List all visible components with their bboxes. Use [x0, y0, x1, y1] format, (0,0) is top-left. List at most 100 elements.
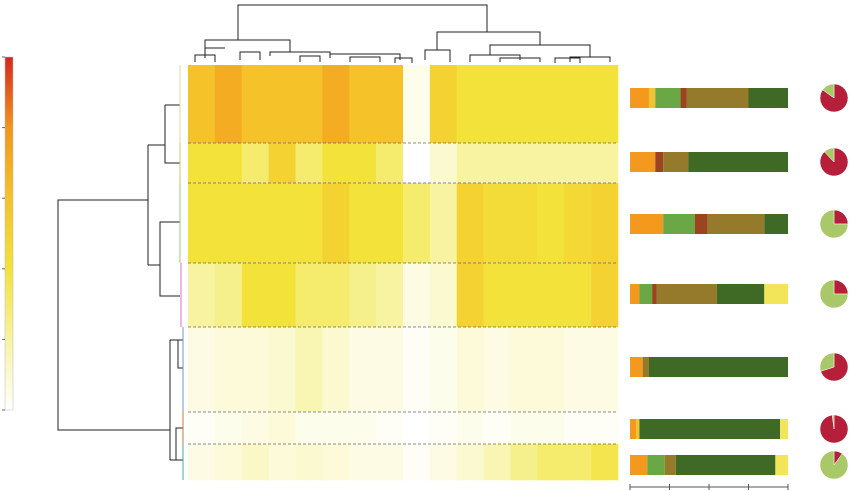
heatmap-cell: [295, 183, 323, 264]
heatmap-cell: [268, 327, 296, 413]
bar-segment: [775, 455, 788, 475]
heatmap-cell: [268, 143, 296, 184]
heatmap-cell: [322, 412, 350, 445]
heatmap-cell: [537, 263, 565, 328]
heatmap-cell: [268, 412, 296, 445]
heatmap-cell: [510, 65, 538, 144]
heatmap-cell: [376, 143, 404, 184]
heatmap-cell: [268, 65, 296, 144]
bar-segment: [686, 88, 749, 108]
heatmap-cell: [564, 183, 592, 264]
pie-slice: [833, 279, 849, 295]
bar-segment: [639, 284, 653, 304]
bar-segment: [642, 357, 649, 377]
heatmap-cell: [456, 327, 484, 413]
heatmap-cell: [537, 65, 565, 144]
heatmap-cell: [429, 183, 458, 264]
bar-segment: [707, 214, 765, 234]
heatmap-cell: [214, 65, 243, 144]
heatmap-cell: [456, 65, 484, 144]
bar-segment: [663, 214, 695, 234]
heatmap-cell: [429, 327, 458, 413]
bar-segment: [636, 419, 640, 439]
pie-slice: [831, 414, 835, 430]
heatmap-cell: [322, 65, 350, 144]
heatmap-cell: [591, 444, 619, 481]
heatmap-cell: [403, 327, 431, 413]
bar-segment: [680, 88, 687, 108]
heatmap-cell: [268, 444, 296, 481]
heatmap-cell: [376, 263, 404, 328]
heatmap-cell: [268, 263, 296, 328]
heatmap-cell: [188, 65, 216, 144]
bar-segment: [664, 455, 676, 475]
heatmap-cell: [510, 444, 538, 481]
heatmap-cell: [241, 183, 269, 264]
heatmap-cell: [241, 65, 269, 144]
bar-segment: [694, 214, 708, 234]
heatmap-cell: [295, 143, 323, 184]
heatmap-cell: [510, 327, 538, 413]
heatmap-cell: [429, 263, 458, 328]
heatmap-cell: [537, 183, 565, 264]
heatmap-cell: [483, 263, 511, 328]
heatmap-cell: [483, 412, 511, 445]
heatmap-cell: [510, 412, 538, 445]
heatmap-cell: [537, 412, 565, 445]
top-dendrogram: [194, 4, 611, 63]
heatmap-cell: [376, 183, 404, 264]
heatmap-cell: [537, 444, 565, 481]
heatmap-cell: [564, 444, 592, 481]
bar-segment: [630, 455, 648, 475]
heatmap-cell: [483, 183, 511, 264]
bar-segment: [688, 152, 788, 172]
heatmap-cell: [349, 183, 377, 264]
bar-segment: [656, 284, 717, 304]
left-dendrogram: [57, 104, 183, 461]
colorbar: [4, 56, 14, 411]
heatmap-cell: [591, 143, 619, 184]
heatmap-cell: [591, 263, 619, 328]
heatmap-cell: [322, 263, 350, 328]
heatmap-cell: [376, 444, 404, 481]
heatmap-cell: [188, 263, 216, 328]
heatmap-cell: [349, 143, 377, 184]
heatmap-cell: [403, 444, 431, 481]
heatmap-cell: [214, 327, 243, 413]
heatmap-cell: [349, 412, 377, 445]
heatmap-cell: [456, 143, 484, 184]
heatmap-cell: [295, 263, 323, 328]
pie-slice: [819, 352, 835, 372]
heatmap-cell: [564, 412, 592, 445]
heatmap-cell: [322, 444, 350, 481]
heatmap-cell: [403, 263, 431, 328]
pie-slice: [819, 279, 849, 309]
heatmap-cell: [188, 327, 216, 413]
heatmap-cell: [483, 327, 511, 413]
heatmap-cell: [510, 183, 538, 264]
bar-segment: [630, 88, 649, 108]
heatmap-cell: [537, 327, 565, 413]
heatmap-cell: [241, 327, 269, 413]
cluster-branches: [179, 65, 184, 480]
pie-slice: [822, 83, 835, 99]
heatmap-cell: [241, 263, 269, 328]
heatmap-cell: [268, 183, 296, 264]
heatmap-cell: [349, 263, 377, 328]
heatmap-cell: [214, 444, 243, 481]
heatmap-cell: [591, 412, 619, 445]
heatmap-cell: [564, 327, 592, 413]
heatmap-cell: [322, 143, 350, 184]
heatmap-cell: [241, 444, 269, 481]
heatmap-cell: [483, 143, 511, 184]
heatmap-cell: [188, 444, 216, 481]
heatmap-cell: [241, 143, 269, 184]
heatmap-cell: [322, 327, 350, 413]
heatmap-cell: [295, 327, 323, 413]
heatmap-cell: [376, 327, 404, 413]
bar-segment: [655, 152, 664, 172]
heatmap-cell: [429, 412, 458, 445]
pie-slice: [833, 209, 849, 225]
heatmap-cell: [214, 412, 243, 445]
bar-segment: [630, 419, 637, 439]
